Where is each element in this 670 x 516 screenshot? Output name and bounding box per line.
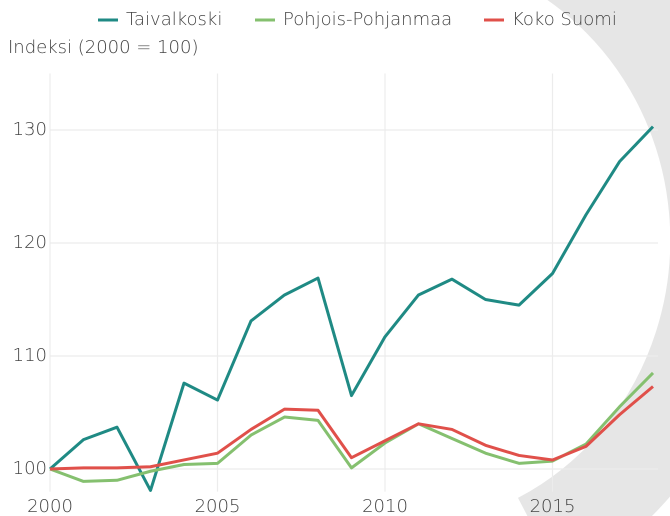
watermark xyxy=(517,0,670,516)
series-line xyxy=(49,125,655,492)
y-axis-label: Indeksi (2000 = 100) xyxy=(8,37,198,58)
y-tick-label: 130 xyxy=(13,119,47,140)
y-tick-label: 100 xyxy=(13,458,47,479)
x-tick-label: 2000 xyxy=(27,496,73,516)
legend-label: Pohjois-Pohjanmaa xyxy=(283,9,452,30)
legend-label: Koko Suomi xyxy=(512,9,617,30)
x-tick-label: 2005 xyxy=(195,496,241,516)
x-tick-label: 2010 xyxy=(362,496,408,516)
x-tick-label: 2015 xyxy=(530,496,576,516)
legend-label: Taivalkoski xyxy=(126,9,222,30)
y-tick-label: 110 xyxy=(13,345,47,366)
series-line xyxy=(49,385,654,471)
series-line xyxy=(49,371,655,483)
y-tick-label: 120 xyxy=(13,232,47,253)
